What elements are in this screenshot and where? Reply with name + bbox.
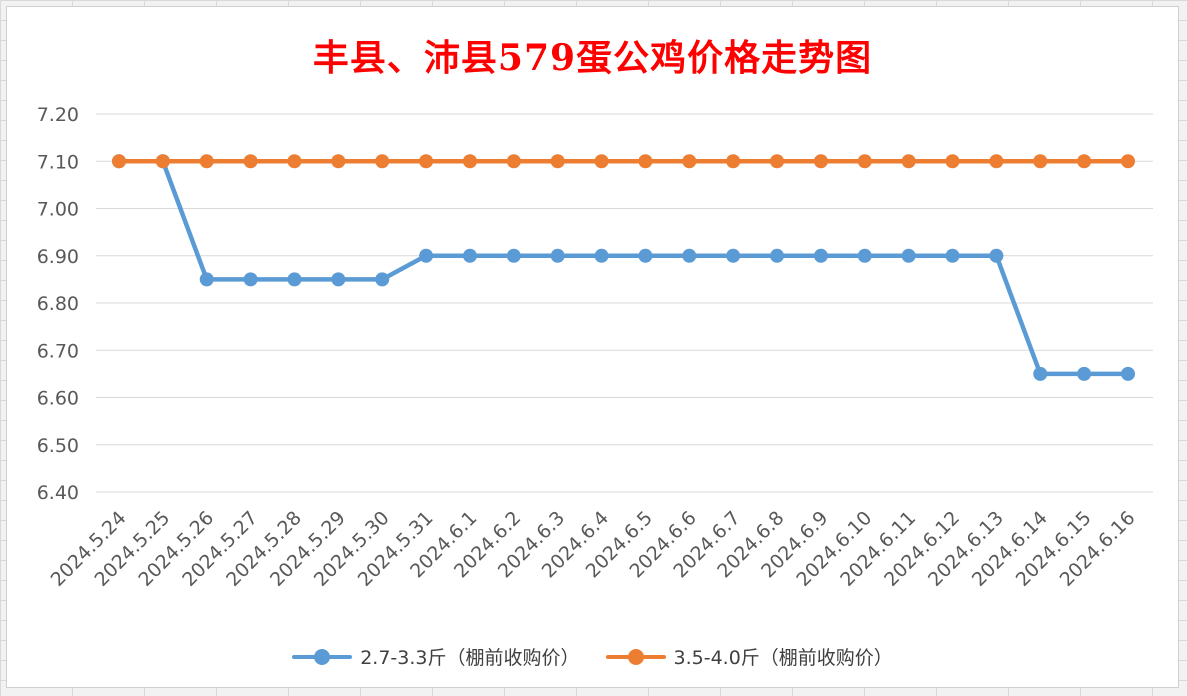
data-point-series-2	[1033, 154, 1048, 169]
data-point-series-2	[989, 154, 1004, 169]
chart-title: 丰县、沛县579蛋公鸡价格走势图	[312, 37, 873, 79]
data-point-series-2	[155, 154, 170, 169]
data-point-series-1	[770, 248, 785, 263]
data-point-series-2	[857, 154, 872, 169]
data-point-series-1	[813, 248, 828, 263]
data-point-series-1	[199, 272, 214, 287]
data-point-series-2	[945, 154, 960, 169]
data-point-series-1	[331, 272, 346, 287]
data-point-series-2	[243, 154, 258, 169]
legend-item-series-1[interactable]: 2.7-3.3斤（棚前收购价）	[292, 643, 580, 670]
chart-area[interactable]: 丰县、沛县579蛋公鸡价格走势图 6.40 6.50 6.60 6.70 6.80 6.9…	[6, 6, 1179, 688]
data-point-series-1	[726, 248, 741, 263]
data-point-series-2	[813, 154, 828, 169]
y-tick-label: 6.60	[37, 388, 79, 410]
data-point-series-1	[638, 248, 653, 263]
data-point-series-2	[287, 154, 302, 169]
data-point-series-1	[287, 272, 302, 287]
y-tick-label: 7.20	[37, 104, 79, 126]
data-point-series-2	[682, 154, 697, 169]
data-point-series-2	[726, 154, 741, 169]
y-tick-label: 7.00	[37, 199, 79, 221]
legend-label-series-1: 2.7-3.3斤（棚前收购价）	[360, 647, 580, 669]
data-point-series-2	[594, 154, 609, 169]
y-tick-label: 6.40	[37, 482, 79, 504]
data-point-series-1	[419, 248, 434, 263]
data-point-series-2	[506, 154, 521, 169]
y-tick-label: 6.50	[37, 435, 79, 457]
data-point-series-2	[1121, 154, 1135, 169]
data-point-series-1	[243, 272, 258, 287]
y-tick-label: 6.70	[37, 340, 79, 362]
y-tick-label: 6.80	[37, 293, 79, 315]
data-point-series-2	[331, 154, 346, 169]
data-point-series-2	[770, 154, 785, 169]
series-line-1	[116, 159, 1131, 377]
data-point-series-1	[550, 248, 565, 263]
data-point-series-1	[857, 248, 872, 263]
data-point-series-2	[550, 154, 565, 169]
data-point-series-1	[1077, 366, 1092, 381]
data-point-series-1	[1121, 366, 1135, 381]
data-point-series-2	[112, 154, 126, 169]
data-point-series-2	[462, 154, 477, 169]
legend-item-series-2[interactable]: 3.5-4.0斤（棚前收购价）	[605, 643, 893, 670]
data-point-series-1	[945, 248, 960, 263]
legend-label-series-2: 3.5-4.0斤（棚前收购价）	[673, 647, 893, 669]
data-point-series-1	[989, 248, 1004, 263]
data-point-series-2	[199, 154, 214, 169]
data-point-series-1	[682, 248, 697, 263]
data-point-series-2	[419, 154, 434, 169]
data-point-series-1	[506, 248, 521, 263]
data-point-series-2	[901, 154, 916, 169]
plot-area: 6.406.506.606.706.806.907.007.107.202024…	[37, 104, 1153, 591]
data-point-series-1	[594, 248, 609, 263]
y-tick-label: 7.10	[37, 151, 79, 173]
data-point-series-2	[638, 154, 653, 169]
data-point-series-2	[1077, 154, 1092, 169]
legend-swatch-series-2	[605, 646, 666, 668]
legend-swatch-series-1	[292, 646, 353, 668]
data-point-series-1	[462, 248, 477, 263]
data-point-series-1	[375, 272, 390, 287]
data-point-series-1	[1033, 366, 1048, 381]
data-point-series-1	[901, 248, 916, 263]
legend: 2.7-3.3斤（棚前收购价） 3.5-4.0斤（棚前收购价）	[7, 643, 1178, 670]
y-tick-label: 6.90	[37, 246, 79, 268]
data-point-series-2	[375, 154, 390, 169]
